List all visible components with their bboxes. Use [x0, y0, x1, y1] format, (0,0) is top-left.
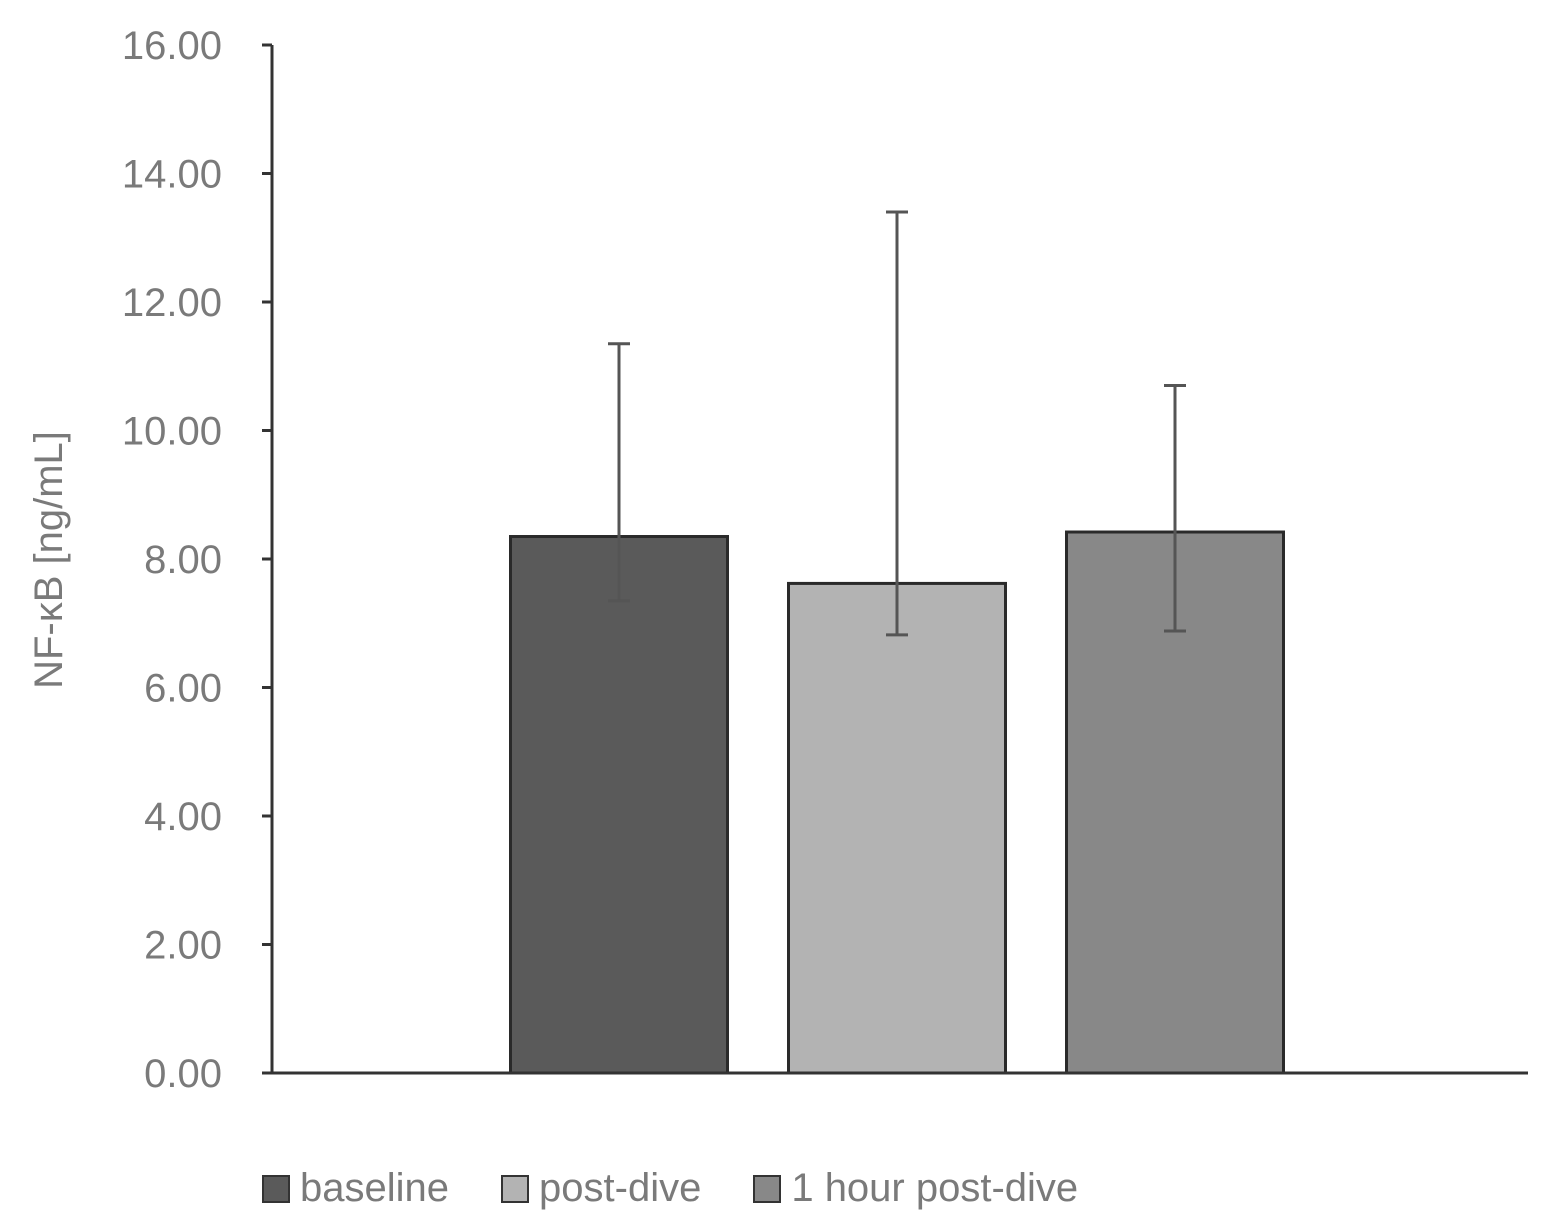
- error-bars: [608, 210, 1186, 637]
- y-axis-ticks: 0.00 2.00 4.00 6.00 8.00 10.00 12.00 14.00 16.00: [122, 24, 272, 1096]
- y-tick-label: 2.00: [144, 924, 222, 968]
- y-axis-title: NF-κB [ng/mL]: [27, 431, 71, 689]
- y-tick-label: 10.00: [122, 410, 222, 454]
- y-tick-label: 16.00: [122, 24, 222, 68]
- bar-baseline: [509, 535, 729, 1075]
- y-tick-label: 0.00: [144, 1052, 222, 1096]
- y-tick-label: 6.00: [144, 667, 222, 711]
- legend-swatch-post-dive: [501, 1174, 530, 1203]
- legend-item-baseline: baseline: [262, 1166, 449, 1211]
- y-tick-label: 12.00: [122, 281, 222, 325]
- legend-item-1-hour-post-dive: 1 hour post-dive: [753, 1166, 1078, 1211]
- y-tick-label: 14.00: [122, 153, 222, 197]
- legend-swatch-baseline: [262, 1174, 290, 1203]
- legend-label-post-dive: post-dive: [539, 1166, 702, 1210]
- y-tick-label: 4.00: [144, 795, 222, 839]
- bars: [509, 530, 1285, 1075]
- legend-label-1-hour-post-dive: 1 hour post-dive: [791, 1166, 1079, 1210]
- legend: baseline post-dive 1 hour post-dive: [262, 1166, 1130, 1211]
- bar-post-dive: [787, 581, 1007, 1075]
- y-tick-label: 8.00: [144, 538, 222, 582]
- legend-item-post-dive: post-dive: [501, 1166, 701, 1211]
- legend-swatch-1-hour-post-dive: [753, 1174, 782, 1203]
- legend-label-baseline: baseline: [300, 1166, 450, 1210]
